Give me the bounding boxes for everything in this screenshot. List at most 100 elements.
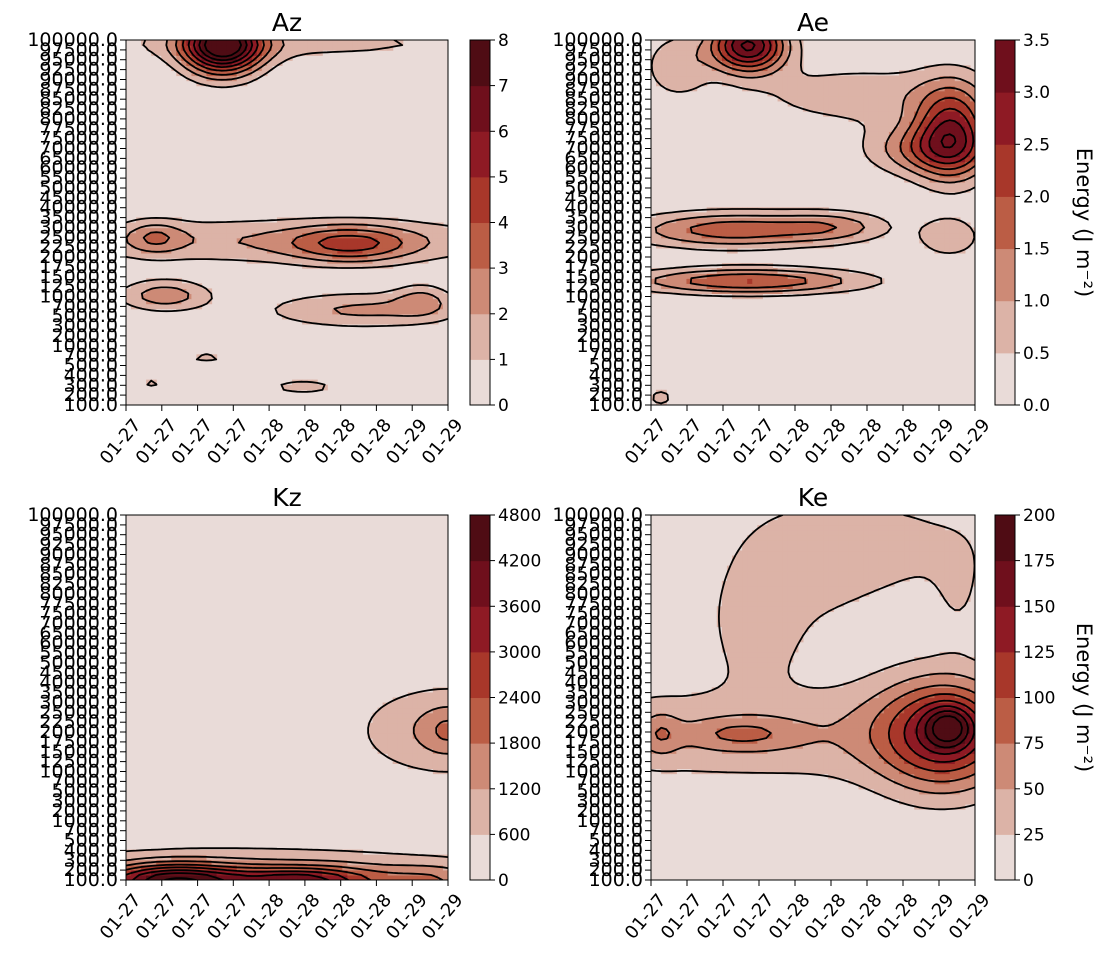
y-tick-label: 55000.0 xyxy=(564,167,643,189)
y-tick-label: 40000.0 xyxy=(39,672,118,694)
y-tick-label: 7000.0 xyxy=(577,770,643,792)
y-tick-label: 100.0 xyxy=(64,394,118,416)
y-tick-label: 90000.0 xyxy=(39,69,118,91)
y-tick-label: 90000.0 xyxy=(39,544,118,566)
y-tick-label: 82500.0 xyxy=(564,98,643,120)
y-tick-label: 12500.0 xyxy=(564,276,643,298)
y-tick-label: 3000.0 xyxy=(577,790,643,812)
x-tick-label: 01-29 xyxy=(418,890,468,944)
colorbar-tick-label: 3.0 xyxy=(1023,83,1050,103)
colorbar-tick-label: 3000 xyxy=(498,643,541,663)
y-tick-label: 60000.0 xyxy=(39,632,118,654)
colorbar-band xyxy=(470,268,490,315)
colorbar-band xyxy=(470,697,490,744)
y-tick-label: 300.0 xyxy=(589,849,643,871)
colorbar-frame xyxy=(994,39,1016,406)
colorbar-band xyxy=(470,743,490,790)
contour-lines xyxy=(126,688,448,880)
colorbar-band xyxy=(470,834,490,881)
y-tick-label: 65000.0 xyxy=(39,147,118,169)
y-tick-label: 75000.0 xyxy=(39,603,118,625)
colorbar-band xyxy=(995,560,1015,607)
y-tick-label: 60000.0 xyxy=(39,157,118,179)
y-tick-label: 77500.0 xyxy=(39,118,118,140)
y-tick-label: 15000.0 xyxy=(39,741,118,763)
colorbar-tick-label: 4 xyxy=(498,214,509,234)
colorbar-band xyxy=(995,40,1015,93)
y-tick-label: 70000.0 xyxy=(39,613,118,635)
colorbar-az: 0 1 2 3 4 5 6 7 8 xyxy=(469,31,509,416)
y-tick-label: 35000.0 xyxy=(39,682,118,704)
colorbar-label: Energy (J m⁻²) xyxy=(1072,623,1096,772)
y-tick-label: 40000.0 xyxy=(564,197,643,219)
y-tick-label: 35000.0 xyxy=(39,207,118,229)
y-tick-label: 20000.0 xyxy=(564,246,643,268)
colorbar-tick-label: 1200 xyxy=(498,780,541,800)
y-tick-label: 87500.0 xyxy=(39,553,118,575)
colorbar-tick-label: 175 xyxy=(1023,552,1055,572)
y-tick-label: 15000.0 xyxy=(39,266,118,288)
y-tick-label: 17500.0 xyxy=(39,256,118,278)
y-tick-label: 45000.0 xyxy=(39,662,118,684)
y-tick-label: 75000.0 xyxy=(564,603,643,625)
y-tick-label: 100000.0 xyxy=(27,504,118,526)
y-tick-label: 30000.0 xyxy=(39,691,118,713)
colorbar-band xyxy=(995,651,1015,699)
y-tick-label: 500.0 xyxy=(64,830,118,852)
colorbar-tick-label: 0.0 xyxy=(1023,396,1050,416)
y-tick-label: 300.0 xyxy=(589,374,643,396)
colorbar-band xyxy=(470,131,490,178)
y-tick-label: 95000.0 xyxy=(39,524,118,546)
colorbar-band xyxy=(995,92,1015,145)
colorbar-tick-label: 1.5 xyxy=(1023,240,1050,260)
colorbar-band xyxy=(995,834,1015,881)
y-tick-label: 1000.0 xyxy=(52,335,118,357)
y-tick-label: 55000.0 xyxy=(564,642,643,664)
colorbar-tick-label: 0 xyxy=(498,871,509,891)
colorbar-band xyxy=(995,697,1015,744)
colorbar-tick-label: 75 xyxy=(1023,734,1045,754)
y-tick-label: 65000.0 xyxy=(39,622,118,644)
y-tick-label: 100000.0 xyxy=(27,29,118,51)
y-tick-label: 92500.0 xyxy=(564,59,643,81)
colorbar-band xyxy=(995,300,1015,354)
y-tick-label: 95000.0 xyxy=(564,49,643,71)
y-tick-label: 100000.0 xyxy=(552,504,643,526)
y-tick-label: 500.0 xyxy=(589,830,643,852)
y-tick-label: 3000.0 xyxy=(52,790,118,812)
y-tick-label: 200.0 xyxy=(589,384,643,406)
y-tick-label: 65000.0 xyxy=(564,147,643,169)
y-tick-label: 60000.0 xyxy=(564,157,643,179)
panel-ke: Ke100.0200.0300.0400.0500.0700.01000.020… xyxy=(552,483,1096,944)
colorbar-tick-label: 2.0 xyxy=(1023,187,1050,207)
y-tick-label: 7000.0 xyxy=(52,770,118,792)
y-tick-label: 20000.0 xyxy=(39,246,118,268)
colorbar-band xyxy=(470,651,490,699)
y-tick-label: 70000.0 xyxy=(564,613,643,635)
y-tick-label: 15000.0 xyxy=(564,741,643,763)
y-tick-label: 45000.0 xyxy=(564,187,643,209)
y-tick-label: 5000.0 xyxy=(52,780,118,802)
plot-frame xyxy=(125,39,449,406)
y-tick-label: 50000.0 xyxy=(564,177,643,199)
colorbar-tick-label: 3600 xyxy=(498,597,541,617)
colorbar-band xyxy=(470,222,490,269)
colorbar-band xyxy=(470,359,490,406)
colorbar-band xyxy=(995,515,1015,562)
y-tick-label: 85000.0 xyxy=(564,563,643,585)
y-tick-label: 30000.0 xyxy=(564,691,643,713)
x-tick-label: 01-29 xyxy=(418,415,468,469)
y-tick-label: 77500.0 xyxy=(564,593,643,615)
y-tick-label: 12500.0 xyxy=(39,751,118,773)
colorbar-tick-label: 5 xyxy=(498,168,509,188)
y-tick-label: 35000.0 xyxy=(564,682,643,704)
contour-lines xyxy=(126,40,448,393)
colorbar-band xyxy=(995,196,1015,250)
colorbar-band xyxy=(995,743,1015,790)
colorbar-tick-label: 125 xyxy=(1023,643,1055,663)
y-tick-label: 400.0 xyxy=(589,839,643,861)
panel-title: Az xyxy=(272,8,302,37)
y-tick-label: 1000.0 xyxy=(577,335,643,357)
y-tick-label: 1000.0 xyxy=(52,810,118,832)
y-tick-label: 82500.0 xyxy=(39,98,118,120)
